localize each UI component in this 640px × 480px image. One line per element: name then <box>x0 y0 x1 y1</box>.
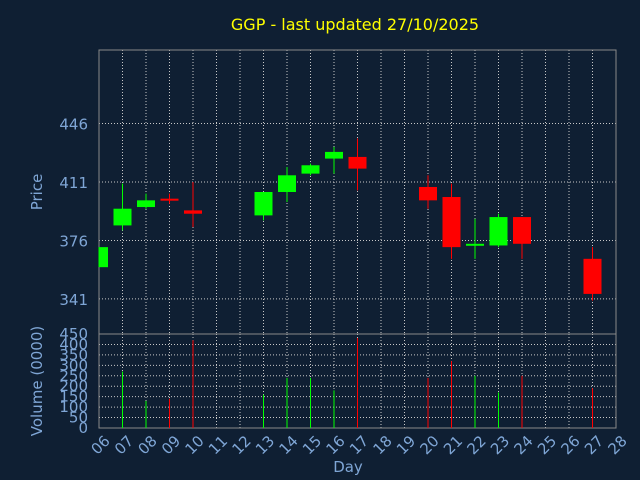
volume-tick-label: 400 <box>59 335 88 353</box>
day-tick-label: 23 <box>487 432 513 458</box>
price-panel: 341 376 411 446 <box>59 49 617 335</box>
candle-body <box>99 247 108 268</box>
volume-axis-label: Volume (0000) <box>28 326 46 436</box>
day-tick-label: 14 <box>276 432 302 458</box>
candle-body <box>254 192 273 216</box>
candle-body <box>301 165 320 174</box>
candle-body <box>278 175 296 192</box>
volume-tick-label: 300 <box>59 356 88 374</box>
volume-panel: 0501001502002503003504004500607080910111… <box>59 325 630 458</box>
volume-tick-label: 50 <box>69 409 88 427</box>
price-tick-label: 341 <box>59 291 88 309</box>
candle-body <box>466 243 484 246</box>
day-tick-label: 15 <box>299 432 325 458</box>
day-tick-label: 08 <box>135 432 161 458</box>
day-tick-label: 18 <box>370 432 396 458</box>
price-tick-label: 411 <box>59 174 88 192</box>
day-tick-label: 28 <box>605 432 631 458</box>
candle-body <box>442 197 461 248</box>
day-tick-label: 09 <box>158 432 184 458</box>
day-tick-label: 07 <box>111 432 137 458</box>
price-tick-label: 446 <box>59 116 88 134</box>
day-tick-label: 22 <box>464 432 490 458</box>
volume-tick-label: 200 <box>59 377 88 395</box>
candle-body <box>184 210 202 214</box>
day-tick-label: 11 <box>205 432 231 458</box>
volume-tick-label: 250 <box>59 367 88 385</box>
day-tick-label: 17 <box>346 432 372 458</box>
day-tick-label: 20 <box>417 432 443 458</box>
candle-body <box>160 198 179 201</box>
day-tick-label: 13 <box>252 432 278 458</box>
day-tick-label: 06 <box>88 432 114 458</box>
volume-tick-label: 150 <box>59 388 88 406</box>
candle-body <box>419 186 437 201</box>
candle-body <box>137 200 155 208</box>
day-tick-label: 21 <box>440 432 466 458</box>
day-tick-label: 10 <box>182 432 208 458</box>
volume-tick-label: 0 <box>78 419 88 437</box>
volume-tick-label: 450 <box>59 325 88 343</box>
candle-body <box>489 217 508 246</box>
price-tick-label: 376 <box>59 232 88 250</box>
candle-body <box>348 156 367 169</box>
candle-body <box>113 208 132 226</box>
price-axis-label: Price <box>28 174 46 211</box>
candle-body <box>583 258 602 294</box>
day-tick-label: 16 <box>323 432 349 458</box>
volume-tick-label: 100 <box>59 398 88 416</box>
day-tick-label: 24 <box>511 432 537 458</box>
day-tick-label: 27 <box>581 432 607 458</box>
day-tick-label: 25 <box>534 432 560 458</box>
day-tick-label: 12 <box>229 432 255 458</box>
candle-body <box>325 151 343 159</box>
x-axis-label: Day <box>333 458 363 476</box>
volume-tick-label: 350 <box>59 346 88 364</box>
day-tick-label: 26 <box>558 432 584 458</box>
chart-title: GGP - last updated 27/10/2025 <box>231 15 479 34</box>
day-tick-label: 19 <box>393 432 419 458</box>
candle-body <box>513 217 531 244</box>
